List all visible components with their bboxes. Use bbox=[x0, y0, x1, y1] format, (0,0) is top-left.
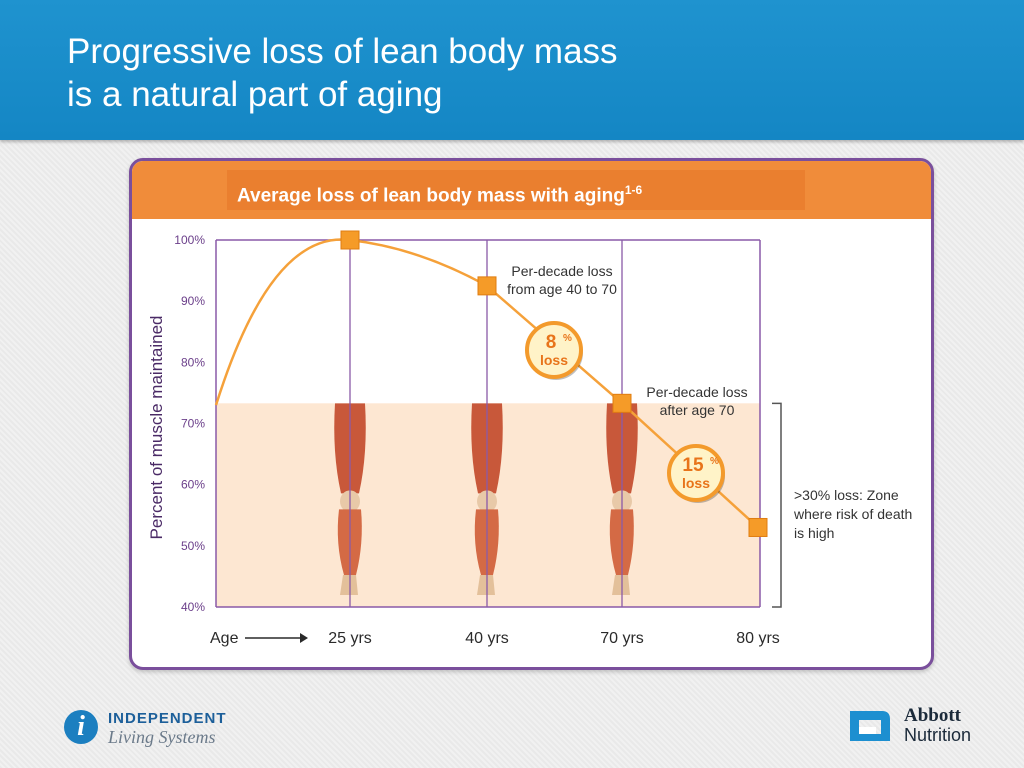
chart-title-reference: 1-6 bbox=[624, 183, 643, 197]
zone-label-line: >30% loss: Zone bbox=[794, 487, 899, 503]
badge-label: loss bbox=[540, 352, 568, 368]
y-tick-label: 50% bbox=[181, 539, 205, 553]
muscle-loss-chart: 100% 90% 80% 70% 60% 50% 40% Percent of muscle … bbox=[147, 230, 912, 647]
y-tick-label: 60% bbox=[181, 478, 205, 492]
abbott-logo-icon bbox=[850, 711, 890, 741]
chart-title-text: Average loss of lean body mass with agin… bbox=[237, 185, 625, 207]
x-tick-label: 70 yrs bbox=[600, 630, 644, 647]
x-tick-label: 40 yrs bbox=[465, 630, 509, 647]
zone-bracket bbox=[772, 402, 782, 608]
chart-panel: Average loss of lean body mass with agin… bbox=[129, 158, 934, 670]
zone-label-line: is high bbox=[794, 525, 834, 541]
abbott-sub: Nutrition bbox=[904, 725, 972, 745]
y-tick-label: 40% bbox=[181, 600, 205, 614]
data-point-marker bbox=[612, 393, 632, 413]
y-tick-label: 70% bbox=[181, 417, 205, 431]
x-axis-arrowhead bbox=[300, 633, 308, 643]
abbott-logo: Abbott Nutrition bbox=[846, 703, 986, 747]
loss-badge bbox=[525, 321, 583, 379]
panel-header: Average loss of lean body mass with agin… bbox=[132, 161, 931, 219]
badge-label: loss bbox=[682, 475, 710, 491]
badge-value: 15 bbox=[682, 455, 704, 476]
x-tick-label: 80 yrs bbox=[736, 630, 780, 647]
ils-logo: i INDEPENDENT Living Systems bbox=[64, 708, 254, 748]
ils-logo-icon: i bbox=[64, 710, 98, 744]
badge-unit: % bbox=[563, 333, 572, 344]
page-title-line1: Progressive loss of lean body mass bbox=[67, 32, 618, 71]
badge-value: 8 bbox=[546, 332, 557, 353]
y-tick-label: 90% bbox=[181, 294, 205, 308]
annotation-after-70-line1: Per-decade loss bbox=[646, 384, 747, 400]
annotation-after-70-line2: after age 70 bbox=[660, 402, 735, 418]
data-point-marker bbox=[477, 276, 497, 296]
loss-badge bbox=[667, 444, 725, 502]
data-point-marker bbox=[340, 230, 360, 250]
badge-unit: % bbox=[710, 456, 719, 467]
ils-logo-bottom: Living Systems bbox=[108, 727, 216, 747]
y-tick-label: 80% bbox=[181, 355, 205, 369]
annotation-40-70-line2: from age 40 to 70 bbox=[507, 281, 617, 297]
page-title: Progressive loss of lean body mass is a … bbox=[67, 30, 618, 116]
header-bar: Progressive loss of lean body mass is a … bbox=[0, 0, 1024, 140]
x-axis-label: Age bbox=[210, 630, 239, 647]
ils-logo-top: INDEPENDENT bbox=[108, 710, 227, 727]
x-tick-label: 25 yrs bbox=[328, 630, 372, 647]
y-tick-label: 100% bbox=[174, 233, 205, 247]
data-point-marker bbox=[748, 517, 768, 537]
zone-label-line: where risk of death bbox=[793, 506, 912, 522]
leg-illustration bbox=[471, 403, 503, 595]
page-title-line2: is a natural part of aging bbox=[67, 75, 443, 114]
chart-title: Average loss of lean body mass with agin… bbox=[227, 170, 805, 210]
y-axis-label: Percent of muscle maintained bbox=[147, 316, 166, 540]
annotation-40-70-line1: Per-decade loss bbox=[511, 263, 612, 279]
abbott-name: Abbott bbox=[904, 705, 962, 726]
